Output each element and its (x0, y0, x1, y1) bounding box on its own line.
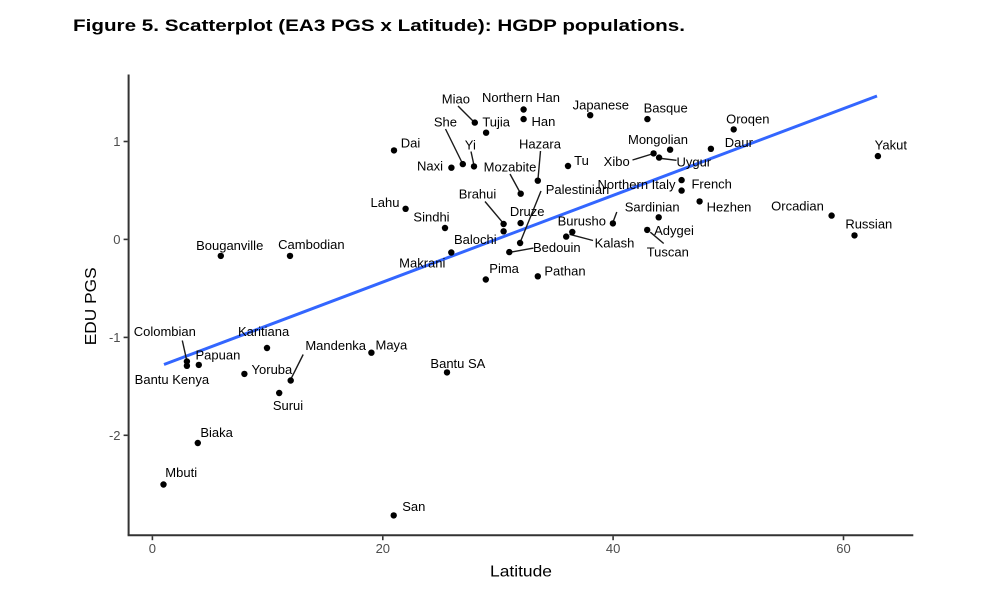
svg-text:Mongolian: Mongolian (628, 132, 688, 147)
svg-text:Daur: Daur (725, 135, 754, 150)
svg-text:Sardinian: Sardinian (625, 200, 680, 215)
svg-text:Han: Han (531, 114, 555, 129)
svg-text:Naxi: Naxi (417, 159, 443, 174)
svg-text:Mandenka: Mandenka (305, 338, 366, 353)
svg-text:Balochi: Balochi (454, 232, 497, 247)
svg-text:Yi: Yi (465, 138, 476, 153)
svg-text:Brahui: Brahui (459, 186, 497, 201)
svg-text:Bouganville: Bouganville (196, 238, 263, 253)
svg-text:EDU PGS: EDU PGS (83, 267, 100, 345)
svg-text:Tuscan: Tuscan (647, 245, 689, 260)
svg-text:Yoruba: Yoruba (252, 362, 293, 377)
svg-text:San: San (402, 499, 425, 514)
svg-text:Bantu Kenya: Bantu Kenya (135, 372, 210, 387)
svg-text:Uygur: Uygur (676, 155, 711, 170)
svg-text:-2: -2 (109, 428, 121, 443)
svg-text:Miao: Miao (442, 91, 470, 106)
svg-text:Yakut: Yakut (875, 138, 908, 153)
svg-text:Hezhen: Hezhen (707, 200, 752, 215)
svg-text:Northern Han: Northern Han (482, 90, 560, 105)
svg-text:Pima: Pima (489, 261, 519, 276)
svg-text:Tu: Tu (574, 153, 589, 168)
svg-text:Mbuti: Mbuti (165, 465, 197, 480)
svg-text:Oroqen: Oroqen (726, 111, 769, 126)
svg-text:Karitiana: Karitiana (238, 324, 290, 339)
svg-text:Maya: Maya (376, 337, 409, 352)
svg-text:0: 0 (113, 232, 120, 247)
svg-text:Tujia: Tujia (482, 115, 510, 130)
svg-text:Palestinian: Palestinian (546, 182, 610, 197)
svg-text:Colombian: Colombian (134, 324, 196, 339)
svg-text:0: 0 (149, 541, 156, 556)
svg-text:Cambodian: Cambodian (278, 237, 345, 252)
svg-text:60: 60 (836, 541, 850, 556)
svg-text:Xibo: Xibo (604, 154, 630, 169)
svg-text:Basque: Basque (644, 101, 688, 116)
svg-text:1: 1 (113, 134, 120, 149)
svg-text:Adygei: Adygei (654, 223, 694, 238)
svg-text:Bantu SA: Bantu SA (430, 356, 485, 371)
svg-text:Druze: Druze (510, 204, 545, 219)
svg-text:Pathan: Pathan (544, 263, 585, 278)
svg-text:Northern Italy: Northern Italy (597, 177, 676, 192)
svg-text:Russian: Russian (845, 217, 892, 232)
svg-text:French: French (691, 177, 731, 192)
svg-text:Latitude: Latitude (490, 564, 552, 581)
svg-text:Bedouin: Bedouin (533, 240, 581, 255)
svg-text:Dai: Dai (401, 136, 421, 151)
svg-text:Mozabite: Mozabite (484, 160, 537, 175)
svg-text:Surui: Surui (273, 398, 303, 413)
svg-text:She: She (434, 115, 457, 130)
svg-text:40: 40 (606, 541, 620, 556)
svg-text:Figure 5. Scatterplot (EA3 PGS: Figure 5. Scatterplot (EA3 PGS x Latitud… (73, 16, 685, 35)
svg-text:Sindhi: Sindhi (413, 210, 449, 225)
svg-text:-1: -1 (109, 330, 121, 345)
svg-text:Japanese: Japanese (573, 97, 629, 112)
svg-text:Kalash: Kalash (595, 235, 635, 250)
svg-text:Burusho: Burusho (558, 214, 606, 229)
svg-text:20: 20 (376, 541, 390, 556)
svg-text:Papuan: Papuan (195, 348, 240, 363)
svg-text:Orcadian: Orcadian (771, 198, 824, 213)
svg-text:Lahu: Lahu (371, 195, 400, 210)
svg-text:Hazara: Hazara (519, 137, 562, 152)
svg-text:Biaka: Biaka (200, 425, 233, 440)
svg-text:Makrani: Makrani (399, 256, 445, 271)
